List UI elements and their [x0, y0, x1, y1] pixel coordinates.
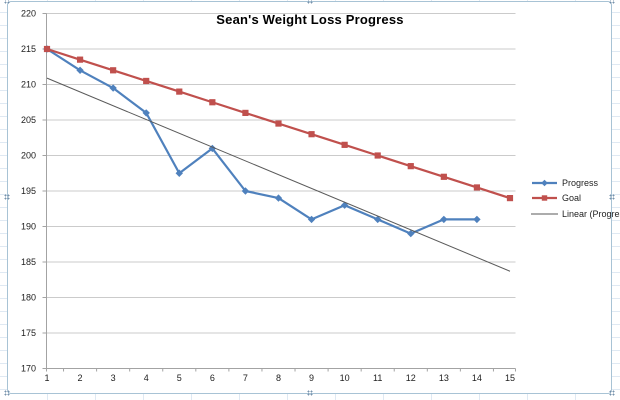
- x-tick-label: 9: [309, 373, 314, 383]
- legend-item-progress[interactable]: Progress: [531, 175, 620, 191]
- resize-handle[interactable]: [4, 390, 10, 396]
- y-tick-label: 190: [21, 222, 36, 232]
- x-tick-label: 14: [472, 373, 482, 383]
- y-tick-label: 180: [21, 293, 36, 303]
- series-progress[interactable]: [43, 45, 481, 238]
- legend: Progress Goal Linear (Progress): [531, 175, 620, 222]
- legend-item-linear-progress[interactable]: Linear (Progress): [531, 206, 620, 222]
- y-tick-label: 215: [21, 44, 36, 54]
- x-tick-label: 10: [340, 373, 350, 383]
- gridlines: [46, 13, 516, 369]
- resize-handle[interactable]: [307, 390, 313, 396]
- y-tick-label: 195: [21, 186, 36, 196]
- legend-label-goal: Goal: [562, 193, 582, 204]
- trendline-linear-progress[interactable]: [46, 77, 511, 272]
- x-tick-label: 13: [439, 373, 449, 383]
- resize-handle[interactable]: [609, 390, 615, 396]
- resize-handle[interactable]: [4, 194, 10, 200]
- x-tick-label: 8: [276, 373, 281, 383]
- x-tick-label: 7: [243, 373, 248, 383]
- resize-handle[interactable]: [609, 194, 615, 200]
- legend-item-goal[interactable]: Goal: [531, 191, 620, 207]
- x-tick-label: 15: [505, 373, 515, 383]
- x-tick-label: 5: [177, 373, 182, 383]
- legend-label-progress: Progress: [562, 177, 599, 188]
- y-tick-label: 175: [21, 328, 36, 338]
- x-tick-label: 3: [111, 373, 116, 383]
- legend-label-linear-progress: Linear (Progress): [562, 208, 620, 219]
- axis-tick-labels: 1 2 3 4 5 6 7 8 9 10 11 12 13 14 152202152102052001951…: [21, 9, 515, 384]
- x-tick-label: 2: [78, 373, 83, 383]
- x-tick-label: 12: [406, 373, 416, 383]
- resize-handle[interactable]: [307, 0, 313, 4]
- series-goal[interactable]: [43, 45, 514, 202]
- y-tick-label: 185: [21, 257, 36, 267]
- axes: [42, 13, 516, 372]
- y-tick-label: 200: [21, 151, 36, 161]
- resize-handle[interactable]: [4, 0, 10, 4]
- goal-line-marker-icon: [532, 195, 557, 201]
- y-tick-label: 220: [21, 9, 36, 19]
- x-tick-label: 1: [44, 373, 49, 383]
- chart-title: Sean's Weight Loss Progress: [216, 12, 404, 27]
- y-tick-label: 170: [21, 364, 36, 374]
- progress-line-marker-icon: [532, 179, 557, 187]
- y-tick-label: 205: [21, 115, 36, 125]
- trendline-icon: [531, 213, 558, 215]
- x-tick-label: 11: [373, 373, 382, 383]
- x-tick-label: 4: [144, 373, 149, 383]
- resize-handle[interactable]: [609, 0, 615, 4]
- x-tick-label: 6: [210, 373, 215, 383]
- y-tick-label: 210: [21, 80, 36, 90]
